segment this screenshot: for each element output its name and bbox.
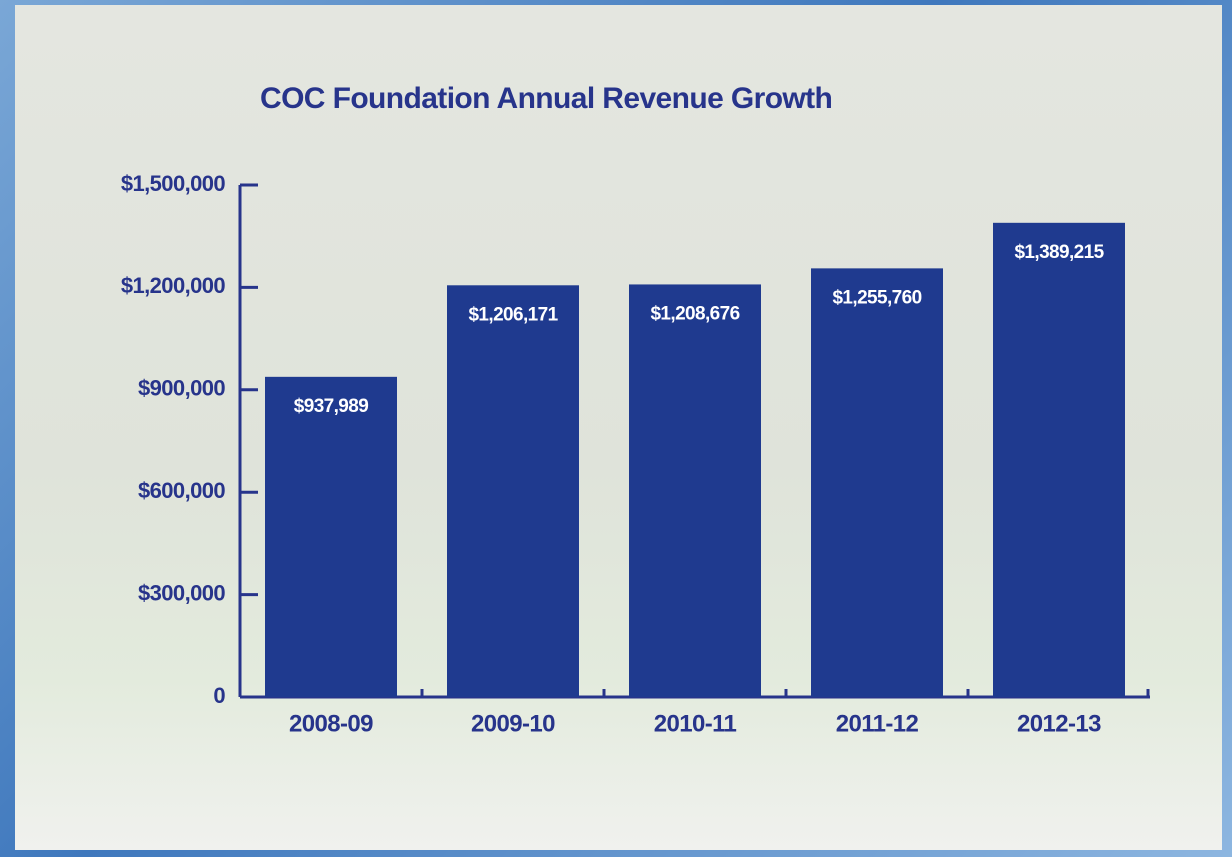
chart-title: COC Foundation Annual Revenue Growth xyxy=(260,82,832,115)
x-tick-label: 2012-13 xyxy=(1017,710,1101,737)
bar xyxy=(811,268,943,697)
bar xyxy=(993,222,1125,697)
x-tick-label: 2011-12 xyxy=(836,710,919,737)
bar xyxy=(629,284,761,697)
y-tick-label: $1,200,000 xyxy=(121,273,225,298)
value-label: $1,389,215 xyxy=(1014,242,1104,263)
bar xyxy=(447,285,579,697)
value-label: $1,206,171 xyxy=(468,304,558,325)
y-tick-label: 0 xyxy=(213,683,225,708)
x-tick-label: 2009-10 xyxy=(471,710,555,737)
y-tick-label: $900,000 xyxy=(138,376,225,401)
y-tick-label: $1,500,000 xyxy=(121,171,225,196)
bar xyxy=(265,376,397,697)
y-tick-label: $300,000 xyxy=(138,580,225,605)
x-tick-label: 2008-09 xyxy=(289,710,373,737)
y-tick-label: $600,000 xyxy=(138,478,225,503)
value-label: $937,989 xyxy=(294,396,368,417)
x-tick-label: 2010-11 xyxy=(654,710,737,737)
value-label: $1,208,676 xyxy=(650,303,739,324)
value-label: $1,255,760 xyxy=(832,287,921,308)
